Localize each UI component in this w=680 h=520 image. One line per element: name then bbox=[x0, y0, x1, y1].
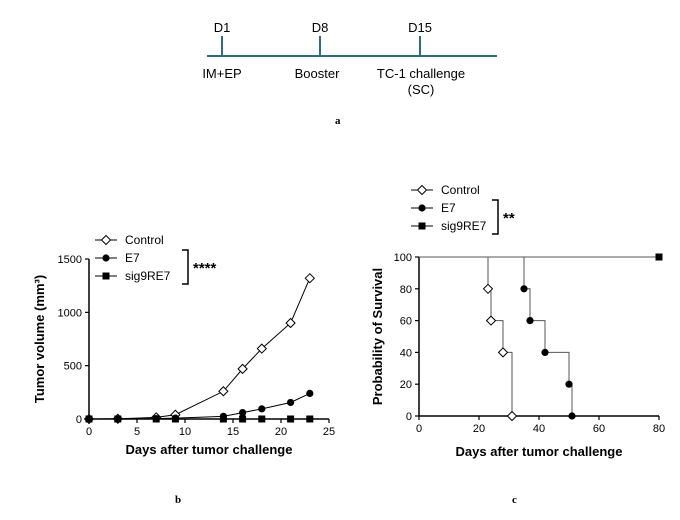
x-axis-title: Days after tumor challenge bbox=[126, 442, 293, 457]
data-point bbox=[506, 410, 518, 422]
y-tick-label: 100 bbox=[394, 252, 412, 264]
x-tick-label: 10 bbox=[179, 426, 191, 438]
legend-marker bbox=[102, 254, 110, 262]
panel-label-a: a bbox=[335, 115, 341, 127]
data-point bbox=[258, 405, 266, 413]
data-point bbox=[114, 415, 122, 423]
data-point bbox=[565, 380, 573, 388]
panel-label-c: c bbox=[512, 494, 517, 506]
data-point bbox=[541, 348, 549, 356]
series-line bbox=[88, 392, 311, 420]
x-tick-label: 80 bbox=[653, 423, 665, 435]
legend-label: Control bbox=[441, 183, 480, 197]
data-point bbox=[287, 415, 295, 423]
legend-marker bbox=[418, 204, 426, 212]
significance-bracket bbox=[182, 249, 189, 285]
x-tick-label: 25 bbox=[323, 426, 335, 438]
data-point bbox=[526, 317, 534, 325]
x-tick-label: 0 bbox=[86, 426, 92, 438]
timeline-event-label: TC-1 challenge (SC) bbox=[377, 66, 465, 98]
y-tick-label: 1500 bbox=[58, 254, 82, 266]
y-tick-label: 0 bbox=[406, 411, 412, 423]
timeline-event-label: Booster bbox=[294, 66, 340, 81]
timeline-event-label: IM+EP bbox=[202, 66, 242, 81]
x-tick-label: 5 bbox=[134, 426, 140, 438]
legend-label: Control bbox=[125, 233, 164, 247]
panel-label-b: b bbox=[175, 494, 182, 506]
y-axis-title: Probability of Survival bbox=[370, 268, 385, 405]
y-tick-label: 80 bbox=[400, 284, 412, 296]
significance-stars: **** bbox=[193, 260, 217, 277]
data-point bbox=[218, 386, 229, 397]
legend-label: E7 bbox=[125, 251, 140, 265]
legend-marker bbox=[416, 184, 428, 196]
timeline-day-label: D1 bbox=[213, 20, 231, 35]
x-tick-label: 20 bbox=[275, 426, 287, 438]
timeline-tick-d1 bbox=[221, 36, 223, 55]
x-tick-label: 15 bbox=[227, 426, 239, 438]
data-point bbox=[287, 398, 295, 407]
timeline-day-label: D8 bbox=[311, 20, 329, 35]
data-point bbox=[306, 389, 314, 397]
data-point bbox=[171, 415, 179, 423]
data-point bbox=[237, 363, 248, 375]
data-point bbox=[239, 415, 247, 423]
data-point bbox=[256, 343, 268, 354]
legend-marker bbox=[102, 272, 110, 280]
y-axis-title: Tumor volume (mm³) bbox=[32, 275, 47, 403]
legend-label: E7 bbox=[441, 201, 456, 215]
y-tick-label: 20 bbox=[400, 379, 412, 391]
data-point bbox=[258, 415, 266, 423]
data-point bbox=[285, 317, 296, 329]
data-point bbox=[306, 415, 314, 423]
data-point bbox=[239, 409, 247, 417]
data-point bbox=[219, 415, 227, 423]
data-point bbox=[152, 415, 160, 423]
data-point bbox=[655, 253, 663, 261]
tumor-volume-chart: 0 5 10 15 20 25 0 500 1000 1500 Days after tumor c… bbox=[32, 233, 335, 457]
y-tick-label: 500 bbox=[64, 361, 82, 373]
y-tick-label: 60 bbox=[400, 316, 412, 328]
legend-marker bbox=[418, 222, 426, 230]
data-point bbox=[497, 347, 509, 358]
survival-step-line bbox=[419, 256, 513, 416]
significance-bracket bbox=[492, 199, 499, 235]
survival-step-line bbox=[419, 256, 573, 416]
x-tick-label: 60 bbox=[593, 423, 605, 435]
timeline-event-line: TC-1 challenge bbox=[376, 66, 466, 81]
significance-stars: ** bbox=[503, 210, 515, 227]
timeline-day-label: D15 bbox=[408, 20, 432, 35]
data-point bbox=[485, 315, 497, 326]
x-tick-label: 20 bbox=[473, 423, 485, 435]
timeline-tick-d8 bbox=[319, 36, 321, 55]
timeline-axis bbox=[207, 55, 497, 57]
timeline-tick-d15 bbox=[419, 36, 421, 55]
data-point bbox=[85, 415, 93, 423]
x-tick-label: 0 bbox=[416, 423, 422, 435]
y-tick-label: 1000 bbox=[58, 307, 82, 319]
data-point bbox=[568, 412, 576, 420]
legend-label: sig9RE7 bbox=[441, 219, 487, 233]
data-point bbox=[520, 285, 528, 293]
timeline-event-line: (SC) bbox=[407, 82, 435, 97]
data-point bbox=[482, 283, 494, 295]
x-axis-title: Days after tumor challenge bbox=[456, 444, 623, 459]
series-line bbox=[88, 278, 311, 420]
legend-marker bbox=[100, 234, 112, 246]
x-tick-label: 40 bbox=[533, 423, 545, 435]
legend-label: sig9RE7 bbox=[125, 269, 171, 283]
survival-chart: 0 20 40 60 80 0 20 40 60 80 100 Days after tumor ch… bbox=[370, 183, 665, 459]
y-tick-label: 40 bbox=[400, 347, 412, 359]
data-point bbox=[304, 272, 316, 284]
y-tick-label: 0 bbox=[76, 414, 82, 426]
